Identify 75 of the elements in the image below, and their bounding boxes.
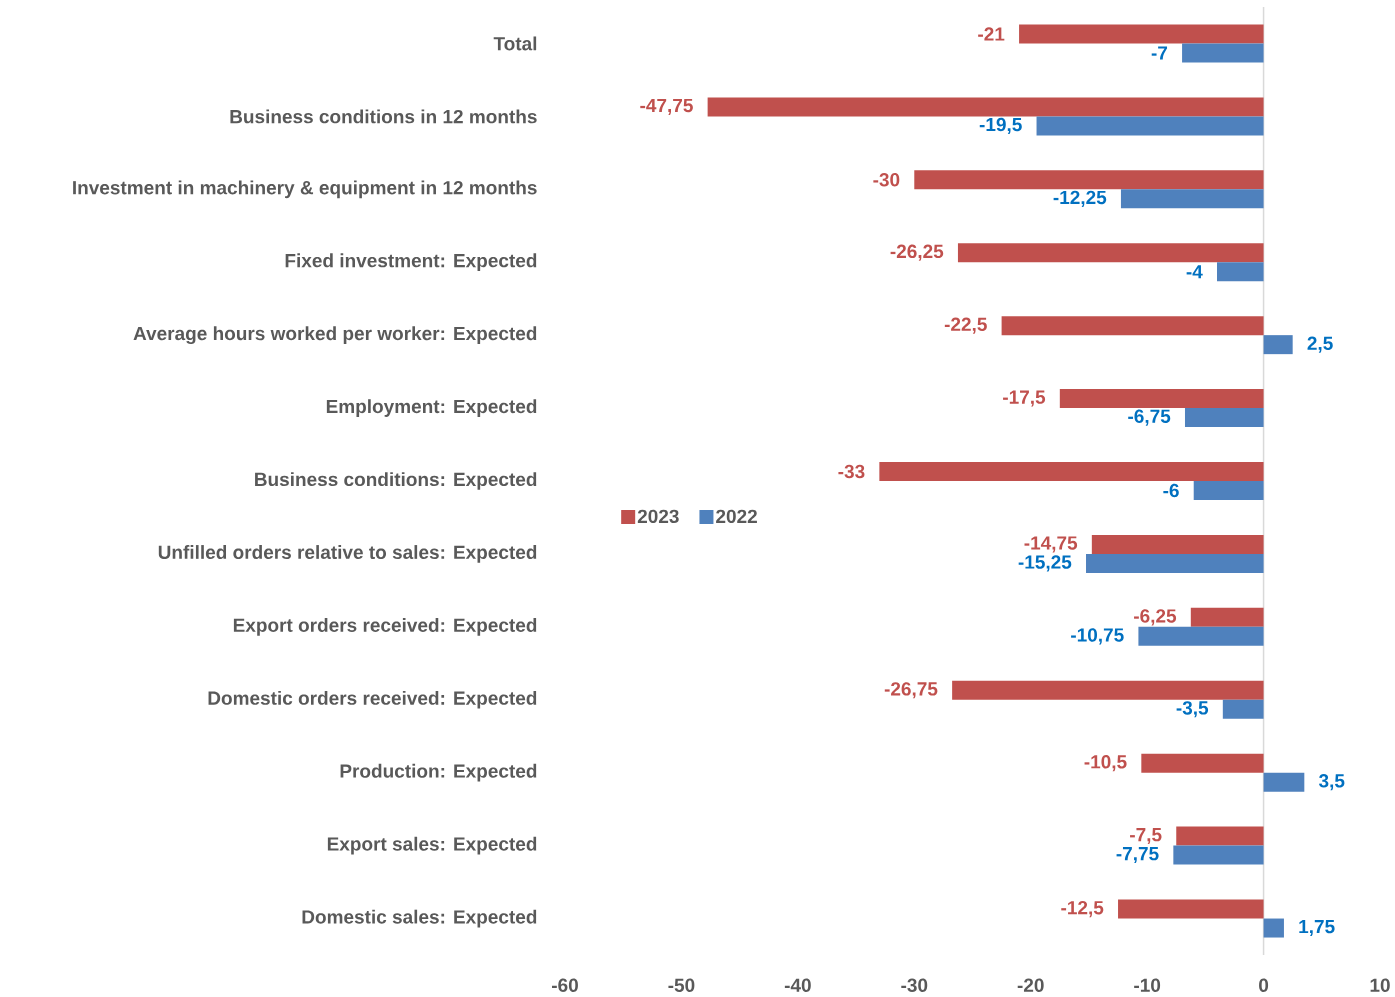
bar bbox=[1173, 845, 1264, 865]
data-label: -4 bbox=[1186, 265, 1203, 279]
bar bbox=[1059, 389, 1264, 409]
data-label: -21 bbox=[978, 27, 1005, 41]
bar bbox=[1193, 481, 1264, 500]
y-tick-label: Business conditions in 12 months bbox=[230, 109, 537, 124]
y-tick-label: Export orders received: Expected bbox=[233, 617, 537, 636]
bar bbox=[1141, 753, 1264, 773]
bar bbox=[957, 243, 1264, 263]
data-label: -10,75 bbox=[1071, 628, 1124, 645]
data-label: -6,75 bbox=[1128, 409, 1171, 426]
bar bbox=[1086, 553, 1264, 573]
legend-label: 2023 bbox=[637, 509, 679, 524]
x-tick-label: -50 bbox=[668, 978, 695, 992]
data-label: 2,5 bbox=[1307, 336, 1333, 353]
bar bbox=[1190, 607, 1264, 627]
y-tick-label: Business conditions: Expected bbox=[255, 472, 537, 490]
y-tick-label: Investment in machinery & equipment in 12 months bbox=[73, 180, 537, 199]
data-label: -19,5 bbox=[979, 117, 1022, 134]
data-label: -26,25 bbox=[890, 244, 944, 261]
data-label: -26,75 bbox=[884, 682, 938, 699]
data-label: -12,25 bbox=[1053, 190, 1107, 207]
x-tick-label: -30 bbox=[901, 978, 928, 993]
bar bbox=[1217, 262, 1264, 282]
bar bbox=[1138, 626, 1264, 646]
x-tick-label: -40 bbox=[784, 978, 811, 992]
bar bbox=[1120, 189, 1264, 209]
bar bbox=[1184, 408, 1264, 428]
data-label: -47,75 bbox=[640, 98, 693, 115]
legend-label: 2022 bbox=[716, 509, 757, 524]
data-label: -14,75 bbox=[1024, 536, 1078, 553]
bar bbox=[879, 462, 1264, 481]
bar bbox=[1263, 918, 1284, 938]
data-label: -6,25 bbox=[1134, 609, 1177, 626]
bar bbox=[1182, 43, 1264, 63]
bar bbox=[1222, 699, 1264, 719]
data-label: -22,5 bbox=[944, 317, 987, 334]
data-label: -15,25 bbox=[1018, 555, 1072, 572]
data-label: -10,5 bbox=[1084, 755, 1127, 772]
data-label: -3,5 bbox=[1176, 701, 1209, 718]
y-tick-label: Unfilled orders relative to sales: Expected bbox=[158, 545, 537, 563]
bar bbox=[1263, 772, 1305, 792]
bar bbox=[952, 680, 1264, 700]
y-tick-label: Domestic sales: Expected bbox=[302, 909, 537, 928]
bar bbox=[1118, 899, 1264, 919]
x-tick-label: 10 bbox=[1370, 978, 1390, 992]
bar bbox=[1176, 826, 1264, 846]
bar bbox=[707, 97, 1264, 117]
y-tick-label: Employment: Expected bbox=[326, 399, 537, 417]
data-label: -6 bbox=[1163, 483, 1179, 498]
x-tick-label: -10 bbox=[1134, 978, 1161, 992]
x-tick-label: 0 bbox=[1259, 978, 1269, 992]
bar bbox=[1036, 116, 1264, 136]
y-tick-label: Export sales: Expected bbox=[327, 836, 537, 855]
y-tick-label: Total bbox=[493, 36, 537, 51]
y-tick-label: Production: Expected bbox=[340, 763, 537, 782]
y-tick-label: Fixed investment: Expected bbox=[285, 253, 537, 272]
data-label: -7,5 bbox=[1130, 828, 1162, 845]
x-tick-label: -60 bbox=[552, 978, 578, 992]
bar bbox=[914, 170, 1264, 190]
data-label: 3,5 bbox=[1318, 774, 1345, 791]
bar bbox=[1263, 335, 1293, 355]
y-tick-label: Domestic orders received: Expected bbox=[208, 690, 537, 709]
bar bbox=[1001, 316, 1264, 336]
data-label: -12,5 bbox=[1061, 900, 1104, 918]
y-tick-label: Average hours worked per worker: Expected bbox=[133, 326, 537, 345]
x-tick-label: -20 bbox=[1017, 978, 1044, 992]
bar bbox=[1091, 534, 1264, 554]
data-label: 1,75 bbox=[1299, 920, 1335, 937]
data-label: -30 bbox=[873, 173, 900, 187]
data-label: -7,75 bbox=[1116, 847, 1159, 864]
bar bbox=[1019, 24, 1264, 44]
data-label: -7 bbox=[1151, 46, 1168, 60]
data-label: -33 bbox=[838, 464, 865, 479]
data-label: -17,5 bbox=[1003, 390, 1046, 407]
